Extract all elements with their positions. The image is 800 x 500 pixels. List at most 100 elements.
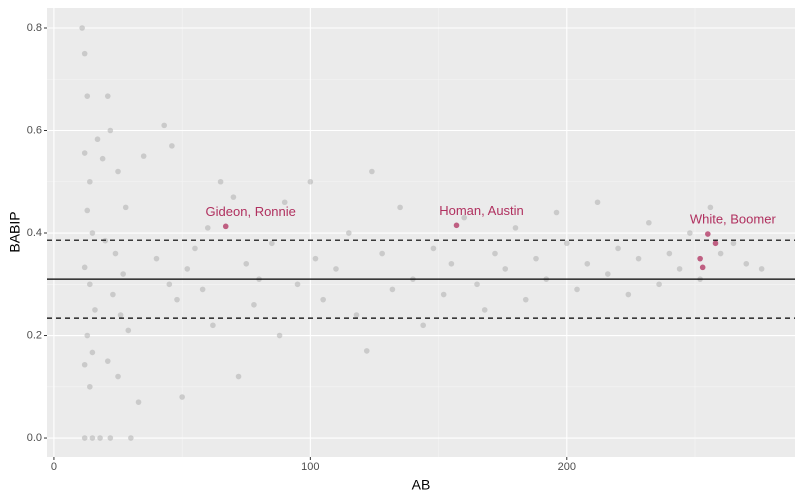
point [243, 260, 250, 267]
point [115, 373, 121, 380]
point [166, 281, 173, 288]
point [161, 122, 167, 129]
point [420, 322, 426, 329]
x-tick-label: 100 [301, 461, 319, 473]
y-axis-title: BABIP [7, 211, 23, 252]
y-tick-label: 0.0 [27, 432, 42, 444]
point [294, 281, 301, 288]
point [584, 260, 591, 267]
point-label: Gideon, Ronnie [206, 204, 296, 219]
point [522, 296, 529, 303]
point [705, 231, 711, 237]
point [128, 435, 134, 441]
point [389, 286, 396, 293]
point [112, 250, 119, 257]
point [169, 143, 175, 149]
point [84, 332, 91, 339]
point [615, 245, 621, 252]
point [217, 178, 224, 185]
point [269, 240, 275, 247]
point [235, 373, 242, 380]
point [87, 281, 93, 288]
point [453, 222, 460, 229]
point [192, 245, 198, 252]
point [92, 307, 98, 313]
point [333, 266, 339, 272]
point [717, 250, 724, 257]
point [656, 281, 662, 288]
point [369, 168, 375, 175]
point [89, 349, 96, 356]
point [594, 199, 601, 206]
point [110, 291, 116, 298]
point [307, 178, 314, 185]
point-label: White, Boomer [690, 211, 777, 226]
point [605, 271, 611, 277]
point [448, 260, 455, 267]
point [758, 266, 765, 272]
point [676, 266, 683, 272]
point [140, 153, 147, 159]
point [320, 296, 326, 303]
point [474, 281, 480, 288]
point [346, 230, 352, 236]
point [117, 312, 124, 318]
y-tick-label: 0.6 [27, 124, 42, 136]
point [81, 361, 88, 368]
point [174, 296, 180, 303]
point [440, 291, 447, 298]
point [312, 255, 319, 262]
point [84, 93, 91, 99]
point [461, 214, 468, 221]
point [122, 204, 129, 211]
point [553, 209, 560, 216]
point [107, 127, 114, 134]
point [230, 194, 237, 200]
point [79, 25, 85, 31]
point [646, 219, 652, 226]
point [81, 150, 88, 156]
point [276, 332, 283, 339]
point [87, 178, 93, 185]
point [184, 266, 191, 272]
point [363, 348, 370, 354]
point [563, 240, 570, 247]
point [712, 240, 719, 247]
point [379, 250, 385, 257]
point [99, 155, 106, 162]
x-tick-label: 200 [558, 461, 576, 473]
point [104, 93, 111, 99]
point [625, 291, 632, 298]
point [481, 307, 488, 313]
point [492, 250, 498, 257]
point [697, 255, 703, 262]
point [743, 260, 750, 267]
point [210, 322, 216, 329]
point [666, 250, 673, 257]
point [81, 264, 88, 271]
point [87, 383, 93, 390]
y-tick-label: 0.4 [27, 227, 42, 239]
point [104, 358, 111, 364]
point [153, 255, 160, 262]
point [125, 327, 132, 334]
point-label: Homan, Austin [439, 203, 524, 218]
point [89, 230, 96, 236]
point [281, 199, 288, 206]
point [397, 204, 403, 211]
point [353, 312, 360, 318]
x-axis-title: AB [412, 477, 431, 493]
point [707, 204, 714, 211]
point [81, 435, 88, 441]
point [222, 223, 229, 230]
point [135, 399, 142, 405]
point [251, 301, 257, 308]
point [97, 435, 103, 441]
point [204, 225, 211, 231]
point [574, 286, 580, 293]
point [84, 207, 91, 214]
y-tick-label: 0.2 [27, 329, 42, 341]
point [81, 50, 88, 57]
point [730, 240, 737, 247]
